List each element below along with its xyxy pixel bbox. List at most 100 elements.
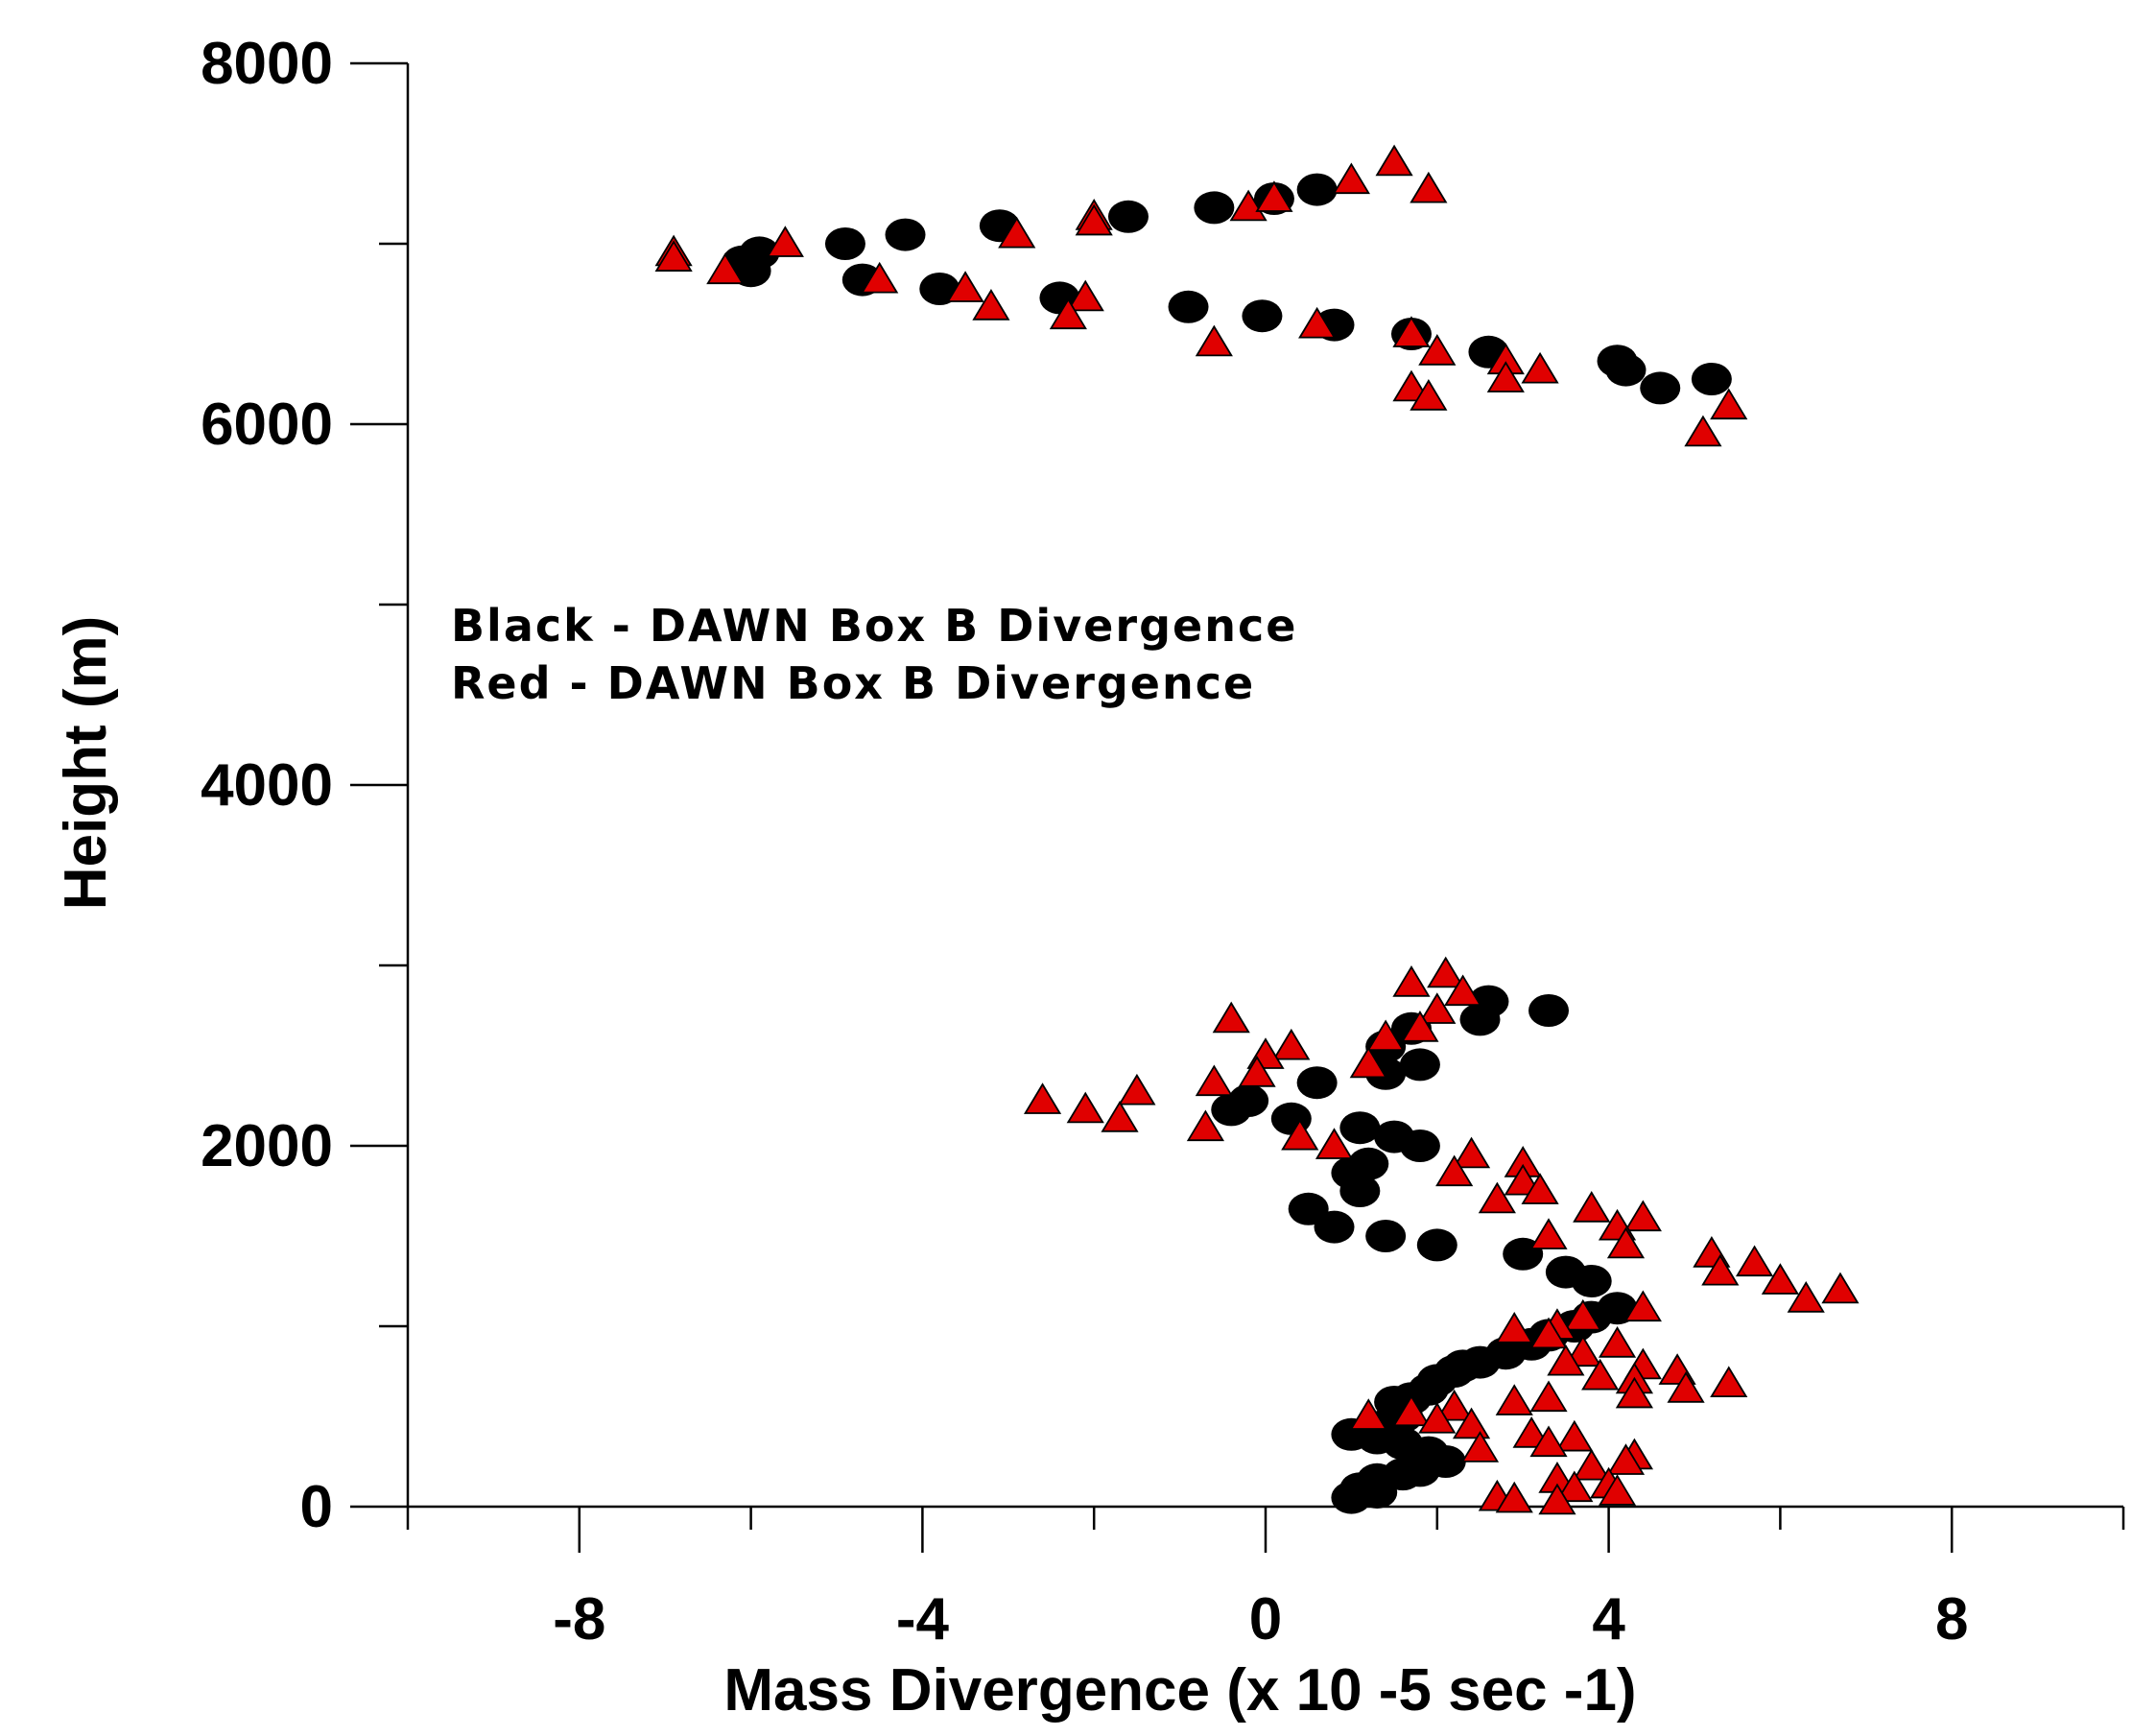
red-data-point [1486, 361, 1525, 392]
red-data-point [1460, 1431, 1500, 1463]
black-data-point [1296, 173, 1338, 206]
red-data-point [1547, 1344, 1585, 1376]
y-tick-label: 6000 [201, 392, 333, 458]
red-data-point [1366, 1019, 1405, 1052]
red-data-point [1435, 1154, 1474, 1187]
red-data-point [1444, 974, 1482, 1007]
red-data-point [1418, 334, 1457, 366]
red-data-point [1075, 203, 1113, 236]
red-data-point [1529, 1317, 1568, 1349]
x-axis-title: Mass Divergence (x 10 -5 sec -1) [723, 1657, 1636, 1724]
red-data-point [1281, 1118, 1319, 1151]
red-data-point [1761, 1263, 1799, 1295]
red-data-point [1392, 965, 1431, 997]
red-data-point [1821, 1272, 1860, 1304]
red-data-point [1555, 1419, 1594, 1452]
x-tick-label: -8 [553, 1586, 605, 1653]
black-data-point [1416, 1228, 1457, 1262]
y-tick-label: 4000 [201, 752, 333, 819]
red-data-point [1495, 1481, 1533, 1513]
red-data-point [1229, 189, 1268, 222]
red-data-point [1538, 1483, 1576, 1515]
red-data-point [1392, 316, 1431, 347]
black-data-point [1691, 363, 1732, 395]
red-data-point [1581, 1358, 1620, 1391]
red-data-point [1495, 1384, 1533, 1415]
red-data-point [1375, 144, 1413, 177]
red-data-point [1555, 1470, 1594, 1503]
red-data-point [1529, 1380, 1568, 1413]
black-data-point [1296, 1066, 1338, 1100]
red-data-point [1667, 1371, 1705, 1403]
red-data-point [1495, 1312, 1533, 1344]
black-data-point [1242, 299, 1283, 333]
x-tick-label: 8 [1935, 1586, 1968, 1653]
red-data-point [1332, 162, 1370, 195]
red-data-point [1564, 1298, 1602, 1331]
x-tick-label: -4 [896, 1586, 950, 1653]
red-data-point [1066, 1091, 1104, 1124]
red-data-point [1195, 324, 1233, 357]
black-data-point [885, 218, 926, 251]
black-data-point [824, 227, 865, 260]
red-data-point [1101, 1101, 1139, 1132]
red-data-point [1427, 956, 1465, 988]
black-data-point [1571, 1265, 1612, 1297]
black-data-point [1459, 1003, 1501, 1036]
red-data-point [654, 240, 693, 272]
red-data-point [1049, 297, 1087, 330]
red-data-point [1521, 1173, 1559, 1204]
red-data-point [766, 226, 804, 257]
red-data-point [1401, 1011, 1439, 1042]
red-data-point [1315, 1128, 1354, 1159]
red-data-point [1435, 1389, 1474, 1421]
red-data-point [1529, 1218, 1568, 1249]
red-data-point [1478, 1181, 1516, 1214]
red-data-point [1298, 306, 1337, 339]
y-tick-labels: 0 2000 4000 6000 8000 [201, 31, 333, 1540]
red-data-point [1735, 1245, 1774, 1277]
red-data-point [1195, 1064, 1233, 1097]
red-data-point [1701, 1253, 1740, 1286]
red-data-point [1529, 1425, 1568, 1458]
red-data-point [1787, 1281, 1825, 1313]
red-data-point [1623, 1200, 1662, 1232]
black-data-point [1314, 1210, 1355, 1244]
black-data-point [1107, 200, 1149, 233]
red-data-point [1521, 351, 1559, 384]
black-data-point [1399, 1130, 1440, 1162]
red-data-point [706, 252, 745, 285]
red-data-point [1212, 1001, 1250, 1034]
x-tick-label: 0 [1249, 1586, 1282, 1653]
red-data-point [1623, 1290, 1662, 1322]
red-data-point [1410, 171, 1448, 203]
x-tick-label: 4 [1592, 1586, 1625, 1653]
red-data-point [1255, 180, 1293, 212]
black-data-point [1194, 191, 1235, 225]
red-data-point [1452, 1407, 1491, 1439]
red-data-point [998, 216, 1036, 249]
y-tick-label: 0 [300, 1474, 333, 1540]
red-data-point [1573, 1448, 1611, 1481]
red-data-point [1238, 1056, 1276, 1087]
black-data-point [1339, 1175, 1381, 1207]
red-data-point [1684, 415, 1722, 447]
red-data-point [946, 271, 984, 302]
black-data-point [1605, 353, 1647, 387]
red-data-point [1272, 1028, 1311, 1060]
legend-entry-red: Red - DAWN Box B Divergence [451, 657, 1255, 709]
x-tick-labels: -8 -4 0 4 8 [553, 1586, 1968, 1653]
red-data-point [1598, 1326, 1637, 1358]
legend: Black - DAWN Box B Divergence Red - DAWN… [451, 600, 1295, 709]
red-data-point [1186, 1109, 1225, 1142]
black-data-point [1339, 1111, 1381, 1145]
red-data-point [1410, 379, 1448, 411]
y-tick-label: 8000 [201, 31, 333, 97]
black-data-point [1365, 1220, 1407, 1252]
red-data-point [1710, 1366, 1748, 1398]
red-data-point [1418, 992, 1457, 1024]
red-data-point [972, 289, 1010, 321]
red-data-point [1573, 1191, 1611, 1223]
y-ticks [350, 61, 408, 1509]
